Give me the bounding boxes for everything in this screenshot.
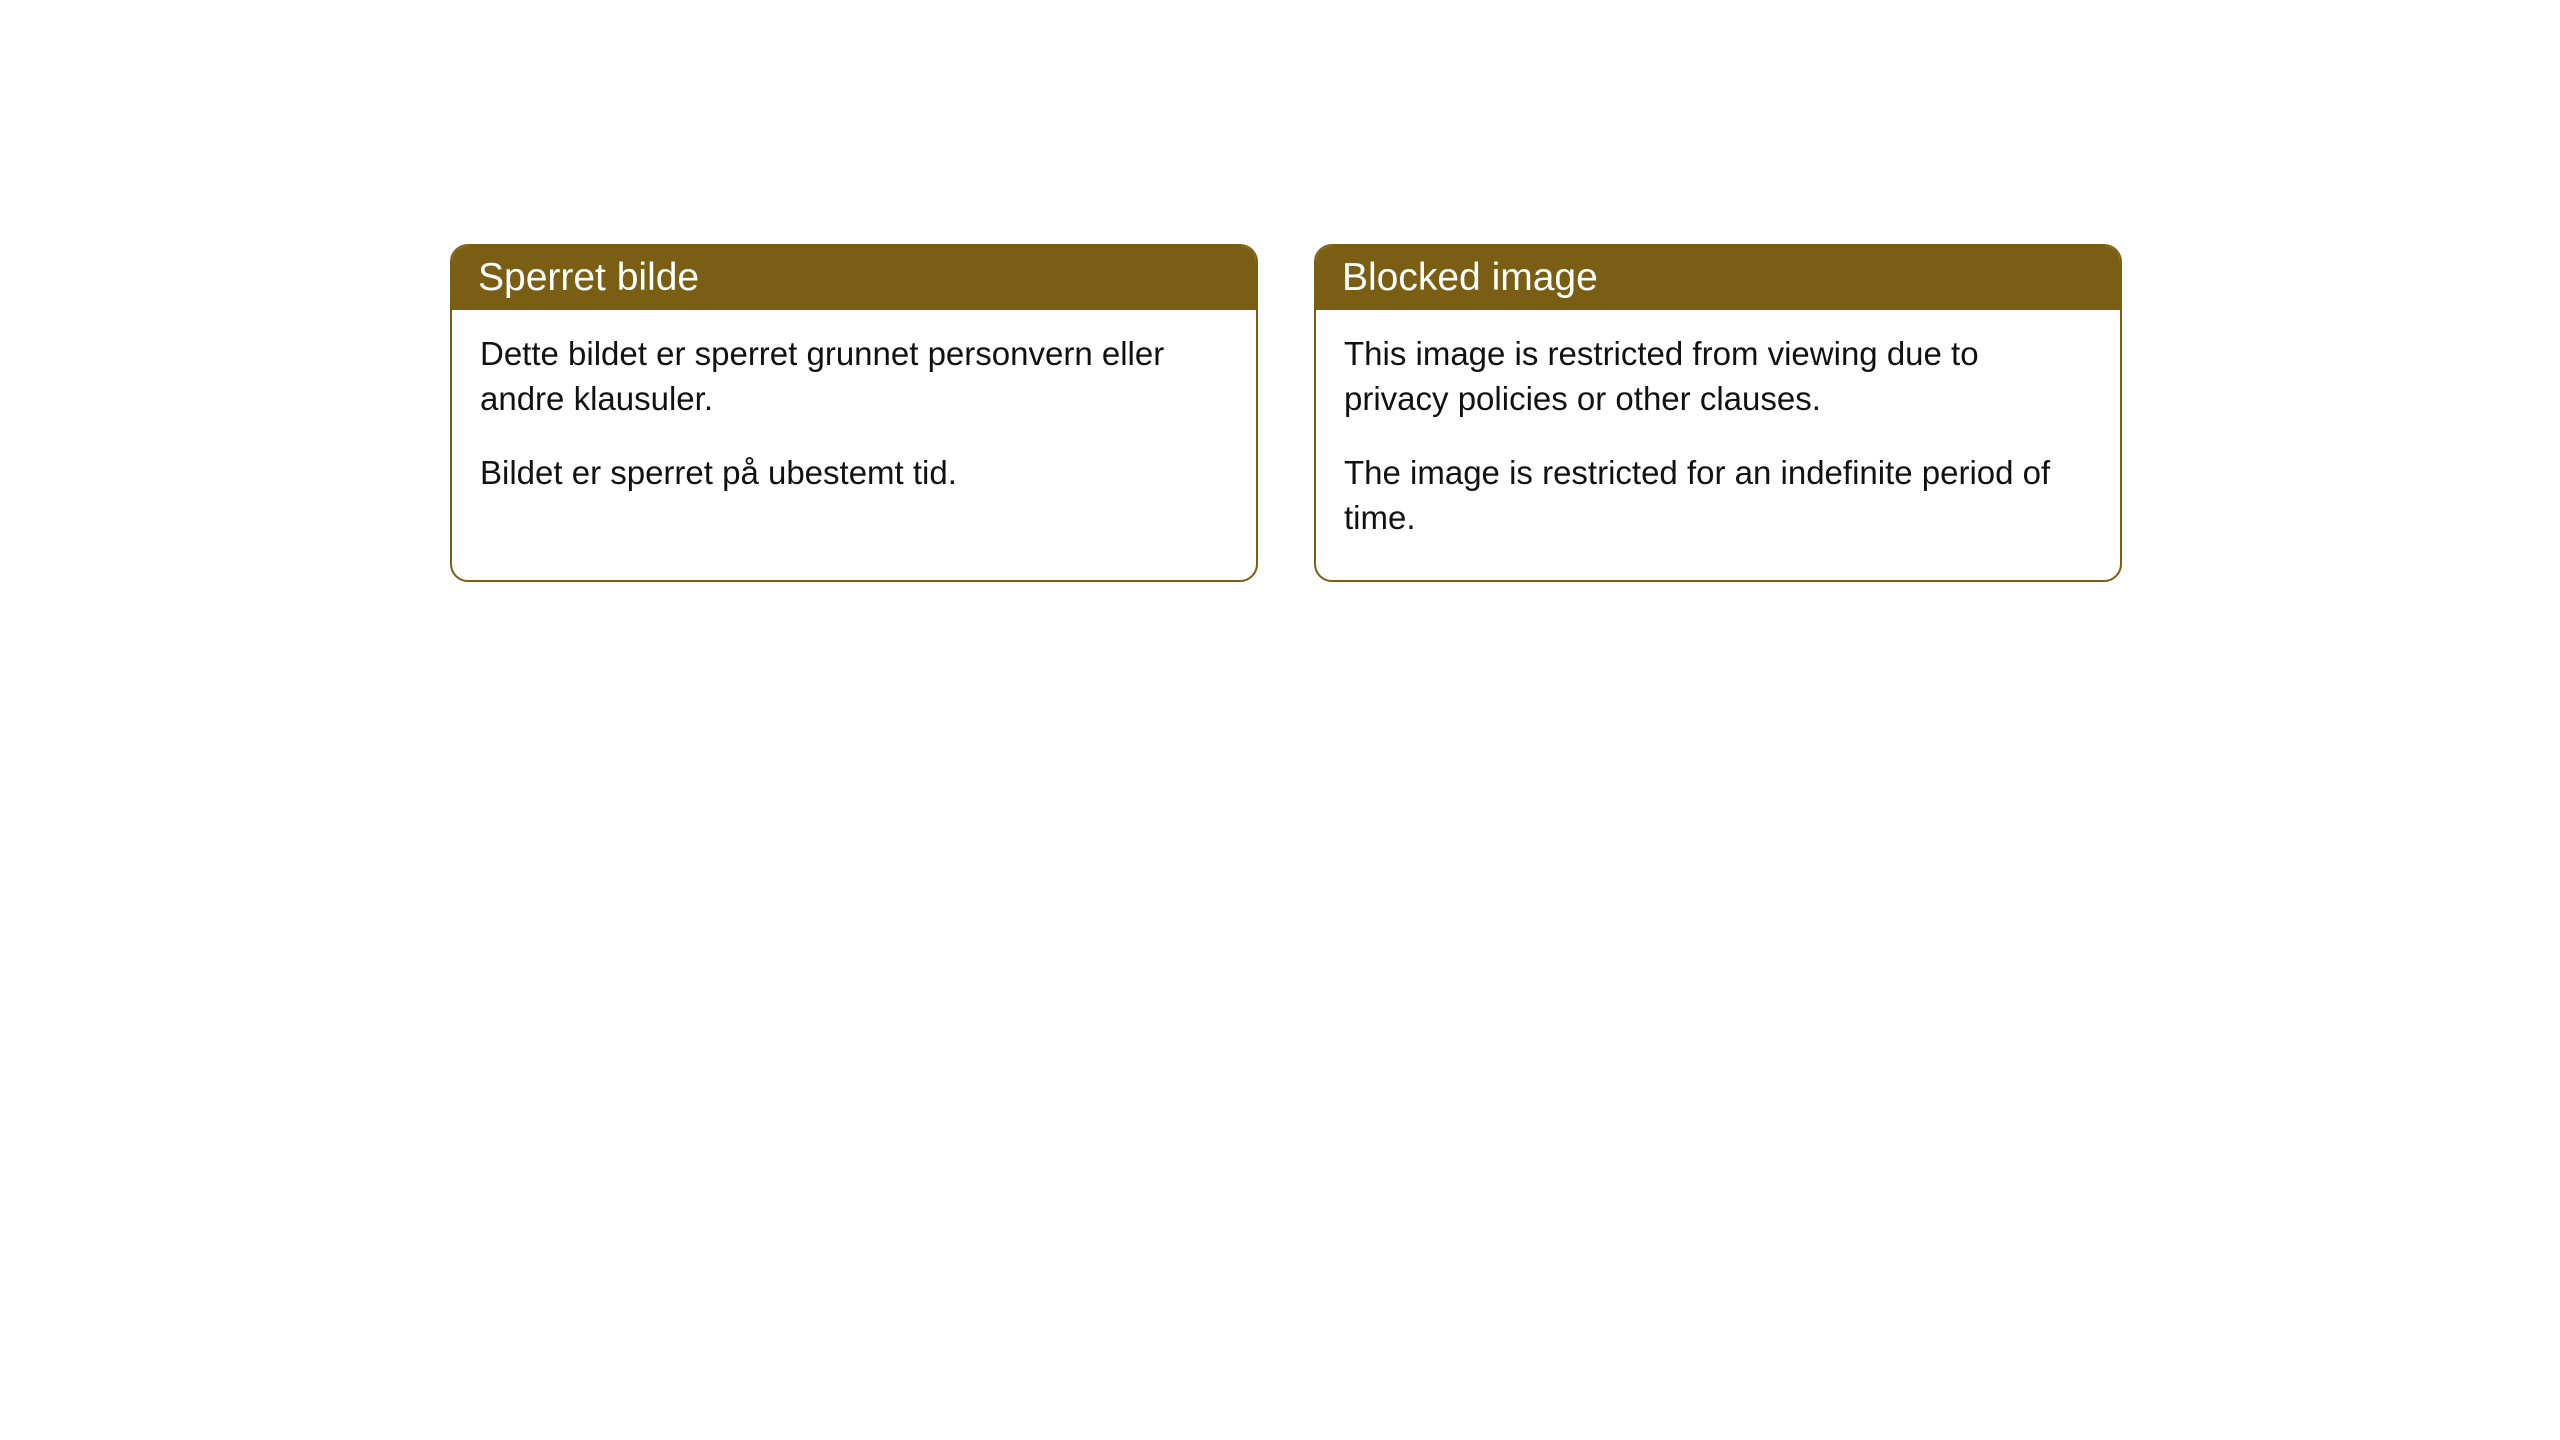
blocked-image-notice-no: Sperret bilde Dette bildet er sperret gr…: [450, 244, 1258, 582]
card-header: Blocked image: [1316, 246, 2120, 310]
card-title: Sperret bilde: [478, 256, 699, 299]
notice-paragraph: The image is restricted for an indefinit…: [1344, 451, 2092, 540]
notice-paragraph: This image is restricted from viewing du…: [1344, 332, 2092, 421]
notice-cards-container: Sperret bilde Dette bildet er sperret gr…: [450, 244, 2122, 582]
notice-paragraph: Bildet er sperret på ubestemt tid.: [480, 451, 1228, 496]
notice-paragraph: Dette bildet er sperret grunnet personve…: [480, 332, 1228, 421]
blocked-image-notice-en: Blocked image This image is restricted f…: [1314, 244, 2122, 582]
card-title: Blocked image: [1342, 256, 1598, 299]
card-body: Dette bildet er sperret grunnet personve…: [452, 310, 1256, 536]
card-header: Sperret bilde: [452, 246, 1256, 310]
card-body: This image is restricted from viewing du…: [1316, 310, 2120, 580]
